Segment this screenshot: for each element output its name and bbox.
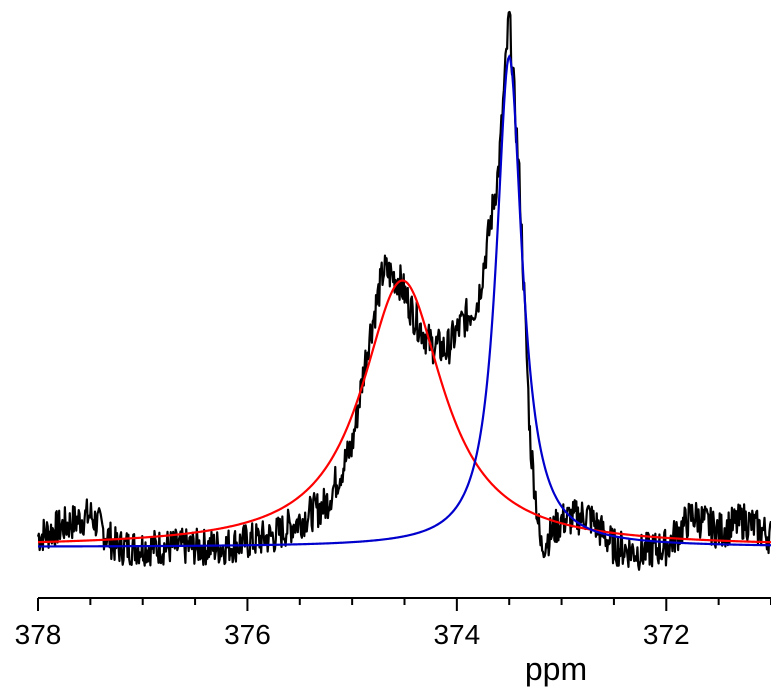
x-axis: 378 376 374 372 xyxy=(15,597,771,650)
x-axis-title: ppm xyxy=(525,651,587,687)
x-tick-label-3: 372 xyxy=(643,619,690,650)
x-minor-ticks xyxy=(89,598,771,605)
x-tick-label-0: 378 xyxy=(15,619,62,650)
red-fit-curve xyxy=(37,279,771,544)
x-tick-labels: 378 376 374 372 xyxy=(15,619,690,650)
experimental-spectrum-line xyxy=(36,10,771,571)
plot-area xyxy=(36,10,771,571)
x-tick-label-1: 376 xyxy=(224,619,271,650)
blue-fit-curve xyxy=(37,54,771,548)
x-tick-label-2: 374 xyxy=(433,619,480,650)
x-ticks xyxy=(37,598,668,611)
